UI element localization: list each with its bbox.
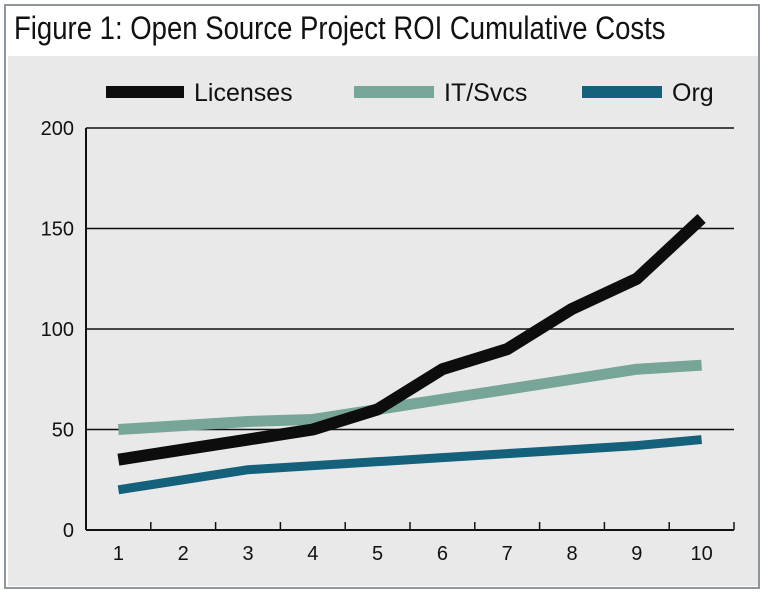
x-tick-label: 1 [113,543,124,565]
chart-background [8,56,758,586]
x-tick-label: 6 [437,543,448,565]
x-tick-label: 8 [566,543,577,565]
series-line-licenses [117,214,706,466]
series-line-it-svcs [118,359,702,435]
y-tick-label: 200 [41,118,74,140]
legend-label: Org [672,79,714,107]
legend-label: IT/Svcs [444,79,527,107]
legend-label: Licenses [194,79,293,107]
x-tick-label: 7 [502,543,513,565]
x-tick-label: 3 [242,543,253,565]
chart-title: Figure 1: Open Source Project ROI Cumula… [14,10,666,46]
series-line-org [117,435,703,495]
y-tick-label: 50 [52,420,74,442]
x-tick-label: 9 [631,543,642,565]
x-tick-label: 4 [307,543,318,565]
x-tick-label: 5 [372,543,383,565]
y-tick-label: 0 [63,520,74,542]
x-tick-label: 10 [690,543,712,565]
y-tick-label: 150 [41,219,74,241]
x-tick-label: 2 [178,543,189,565]
y-tick-label: 100 [41,319,74,341]
